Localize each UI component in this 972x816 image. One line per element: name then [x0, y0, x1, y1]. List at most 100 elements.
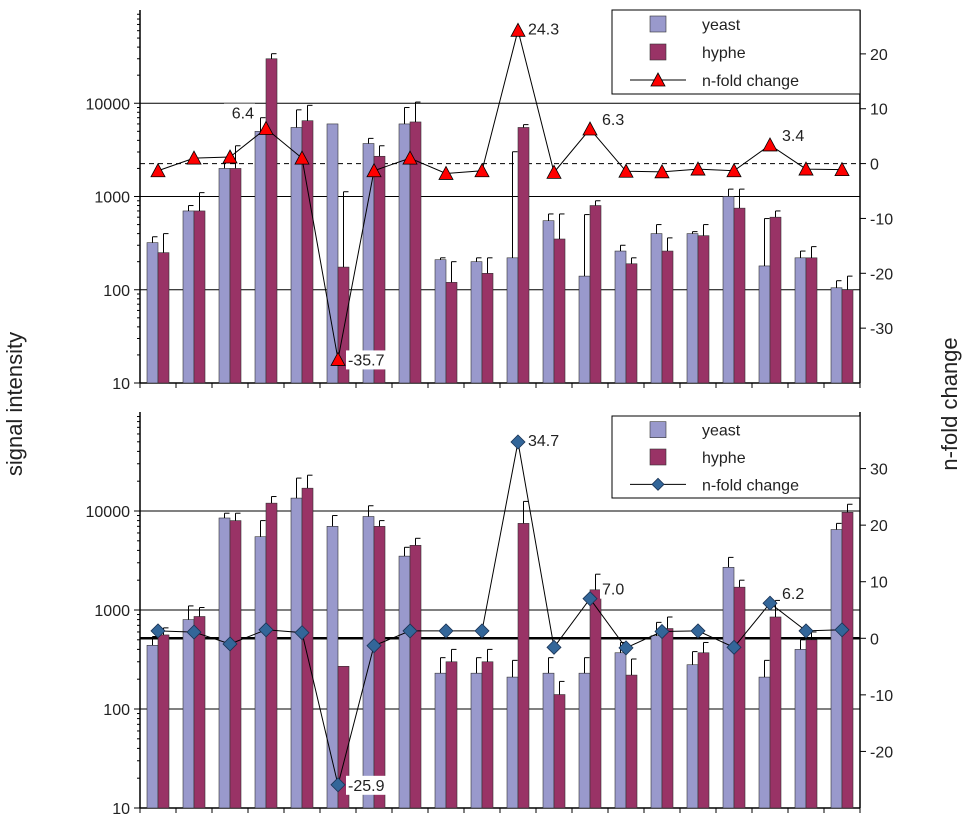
bar-hyphe: [805, 639, 818, 809]
fold-change-point: [762, 137, 778, 152]
y2-tick-label: -20: [870, 266, 893, 283]
y2-tick-label: -10: [870, 688, 893, 705]
fold-change-point: [510, 22, 526, 37]
bar-hyphe: [301, 487, 314, 809]
y-tick-label: 1000: [94, 190, 130, 207]
annotation-bg: [780, 125, 811, 145]
fold-change-point: [438, 165, 454, 180]
bar-yeast: [686, 664, 699, 809]
bar-hyphe: [193, 616, 206, 809]
bar-yeast: [362, 516, 375, 809]
annotation-bg: [600, 110, 631, 130]
fold-change-point: [654, 623, 670, 640]
annotation-bg: [780, 584, 811, 604]
bar-hyphe: [841, 512, 854, 809]
legend-label: hyphe: [702, 450, 746, 467]
bar-hyphe: [265, 502, 278, 809]
legend-swatch-yeast: [649, 421, 667, 438]
bar-yeast: [614, 250, 627, 384]
bar-hyphe: [553, 694, 566, 809]
bar-yeast: [758, 265, 771, 384]
bar-yeast: [182, 210, 195, 384]
fold-change-point: [186, 624, 202, 640]
bar-hyphe: [229, 520, 242, 809]
y2-tick-label: -30: [870, 321, 893, 338]
bar-yeast: [290, 127, 303, 384]
bar-yeast: [686, 233, 699, 384]
bar-yeast: [794, 257, 807, 384]
annotation-bg: [600, 579, 631, 599]
bar-hyphe: [193, 210, 206, 384]
fold-change-point: [294, 150, 310, 165]
bar-yeast: [578, 275, 591, 384]
bar-yeast: [650, 233, 663, 384]
y-tick-label: 100: [103, 702, 130, 719]
y-axis-label-right: n-fold change: [937, 337, 962, 471]
fold-change-point: [330, 777, 346, 793]
y2-tick-label: -20: [870, 744, 893, 761]
fold-change-label: 6.4: [232, 105, 254, 122]
fold-change-point: [690, 161, 706, 176]
fold-change-point: [690, 623, 706, 639]
bar-hyphe: [517, 523, 530, 809]
bar-hyphe: [445, 661, 458, 809]
fold-change-point: [258, 120, 274, 135]
y2-tick-label: 10: [870, 575, 888, 592]
fold-change-point: [798, 161, 814, 176]
bar-yeast: [578, 672, 591, 809]
fold-change-label: -35.7: [348, 352, 385, 369]
bar-hyphe: [589, 205, 602, 384]
fold-change-point: [546, 164, 562, 179]
fold-change-point: [366, 162, 382, 178]
bar-hyphe: [265, 58, 278, 384]
fold-change-point: [186, 150, 202, 165]
y-tick-label: 1000: [94, 603, 130, 620]
fold-change-point: [726, 162, 742, 178]
fold-change-point: [222, 636, 238, 652]
y-tick-label: 10: [112, 801, 130, 816]
legend-swatch-hyphe: [649, 43, 667, 61]
bar-yeast: [830, 529, 843, 809]
y-axis-label-left: signal intensity: [2, 331, 27, 477]
bar-hyphe: [733, 586, 746, 809]
bar-yeast: [650, 635, 663, 809]
fold-change-label: 3.4: [782, 128, 804, 145]
bar-yeast: [830, 287, 843, 384]
bar-hyphe: [553, 238, 566, 384]
fold-change-point: [654, 163, 670, 179]
bar-hyphe: [481, 273, 494, 384]
bar-hyphe: [481, 661, 494, 809]
annotation-bg: [526, 430, 566, 450]
bar-yeast: [254, 131, 267, 384]
fold-change-point: [798, 623, 814, 639]
bar-hyphe: [841, 289, 854, 384]
bar-hyphe: [661, 250, 674, 384]
y2-tick-label: 0: [870, 631, 879, 648]
bar-hyphe: [373, 155, 386, 384]
annotation-bg: [346, 775, 395, 795]
fold-change-point: [330, 351, 346, 366]
bar-yeast: [434, 672, 447, 809]
legend: yeast hyphe n-fold change: [611, 415, 861, 499]
bar-hyphe: [445, 282, 458, 384]
bar-yeast: [326, 526, 339, 809]
fold-change-point: [582, 121, 598, 136]
fold-change-point: [834, 161, 850, 177]
chart-panel-1: 10 100 1000 10000 -30 -20 -10 0 10 20 6.4 -35.7 24.3…: [86, 9, 893, 393]
bar-yeast: [218, 168, 231, 384]
bar-yeast: [290, 497, 303, 809]
legend-label: n-fold change: [702, 73, 799, 90]
legend: yeast hyphe n-fold change: [611, 9, 861, 95]
bar-hyphe: [337, 665, 350, 809]
fold-change-label: 7.0: [602, 582, 624, 599]
bar-hyphe: [697, 652, 710, 809]
bar-yeast: [434, 259, 447, 384]
fold-change-point: [150, 623, 166, 639]
chart-panel-2: 10 100 1000 10000 -20 -10 0 10 20 30 -25.9 34.7 7.0 6…: [86, 412, 893, 816]
y2-tick-label: 20: [870, 47, 888, 64]
y-tick-label: 10: [112, 376, 130, 393]
legend-label: yeast: [702, 423, 741, 440]
bar-yeast: [326, 123, 339, 384]
bar-yeast: [506, 257, 519, 384]
fold-change-point: [366, 638, 382, 654]
